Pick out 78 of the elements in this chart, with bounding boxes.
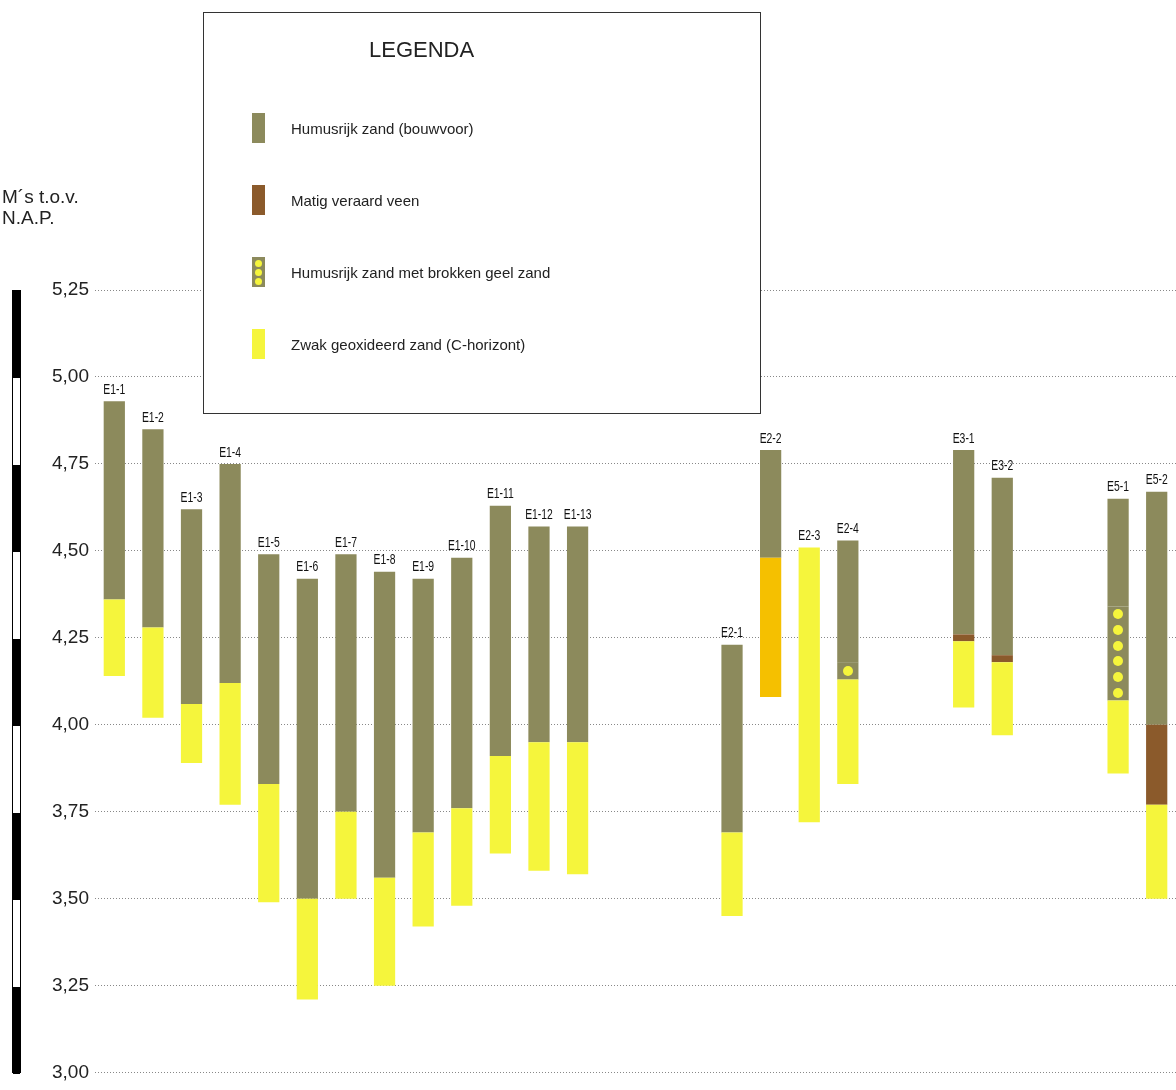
bar bbox=[798, 547, 820, 823]
bar bbox=[1146, 491, 1168, 725]
bar bbox=[412, 578, 434, 833]
y-tick-label: 3,75 bbox=[52, 799, 89, 821]
bar bbox=[991, 477, 1013, 656]
y-tick-label: 4,75 bbox=[52, 452, 89, 474]
x-tick-label: E5-1 bbox=[1107, 477, 1130, 495]
bar bbox=[451, 808, 473, 906]
bar bbox=[953, 634, 975, 642]
bar bbox=[180, 509, 203, 704]
x-tick-label: E1-6 bbox=[296, 557, 319, 575]
bar bbox=[489, 505, 511, 757]
bar bbox=[373, 571, 396, 878]
x-tick-label: E2-4 bbox=[836, 519, 859, 537]
legend-title: LEGENDA bbox=[369, 37, 475, 63]
bar bbox=[1146, 724, 1168, 805]
bar bbox=[953, 450, 975, 635]
bar bbox=[180, 703, 203, 764]
bar bbox=[721, 832, 743, 917]
x-tick-label: E1-2 bbox=[141, 407, 164, 426]
x-tick-label: E1-10 bbox=[447, 536, 476, 554]
bar bbox=[296, 898, 318, 1000]
bar bbox=[837, 679, 859, 784]
bar bbox=[335, 811, 357, 899]
y-tick-label: 3,25 bbox=[52, 973, 89, 995]
x-tick-label: E1-3 bbox=[180, 487, 203, 506]
bar bbox=[412, 832, 434, 927]
bar bbox=[760, 557, 782, 697]
x-tick-label: E1-13 bbox=[563, 505, 592, 523]
x-tick-label: E1-5 bbox=[257, 533, 280, 551]
y-tick-label: 5,25 bbox=[52, 278, 89, 300]
x-tick-label: E1-8 bbox=[373, 550, 396, 568]
y-tick-label: 5,00 bbox=[52, 365, 89, 387]
bar bbox=[103, 599, 125, 677]
x-tick-label: E2-3 bbox=[798, 526, 821, 544]
bar bbox=[760, 450, 782, 558]
bar bbox=[219, 683, 241, 805]
y-tick-label: 4,50 bbox=[52, 539, 89, 561]
bar bbox=[566, 526, 589, 743]
bar bbox=[566, 742, 589, 875]
x-tick-label: E2-1 bbox=[721, 623, 743, 641]
y-axis-title: M´s t.o.v. N.A.P. bbox=[2, 186, 80, 228]
y-tick-label: 3,50 bbox=[52, 886, 89, 908]
bar bbox=[528, 742, 550, 871]
legend-label: Humusrijk zand met brokken geel zand bbox=[291, 263, 551, 281]
x-tick-label: E3-1 bbox=[952, 428, 975, 447]
bar bbox=[296, 578, 318, 899]
x-tick-label: E5-2 bbox=[1145, 470, 1168, 488]
y-tick-label: 3,00 bbox=[52, 1060, 89, 1082]
bar bbox=[991, 655, 1013, 663]
bar bbox=[142, 429, 164, 628]
bar bbox=[953, 641, 975, 708]
x-tick-label: E1-12 bbox=[525, 505, 553, 523]
bar bbox=[528, 526, 550, 743]
x-tick-label: E3-2 bbox=[991, 456, 1014, 474]
bar bbox=[103, 401, 125, 600]
x-tick-label: E1-1 bbox=[103, 380, 126, 398]
bar bbox=[335, 554, 357, 812]
bar bbox=[451, 557, 473, 809]
x-tick-label: E1-4 bbox=[219, 442, 242, 461]
y-tick-label: 4,00 bbox=[52, 713, 89, 735]
x-tick-label: E1-7 bbox=[334, 533, 357, 551]
x-tick-label: E1-9 bbox=[412, 557, 435, 575]
bar bbox=[1146, 804, 1168, 899]
bar bbox=[142, 627, 164, 718]
bar bbox=[258, 783, 280, 903]
legend-label: Matig veraard veen bbox=[291, 191, 420, 209]
legend-label: Zwak geoxideerd zand (C-horizont) bbox=[291, 335, 526, 353]
bar bbox=[489, 756, 511, 854]
x-tick-label: E2-2 bbox=[759, 428, 782, 447]
bar bbox=[258, 554, 280, 784]
bar bbox=[373, 877, 396, 986]
bar bbox=[721, 644, 743, 833]
legend-label: Humusrijk zand (bouwvoor) bbox=[291, 119, 474, 137]
y-tick-label: 4,25 bbox=[52, 626, 89, 648]
bar bbox=[991, 662, 1013, 736]
x-tick-label: E1-11 bbox=[486, 484, 514, 502]
bar bbox=[219, 463, 241, 684]
